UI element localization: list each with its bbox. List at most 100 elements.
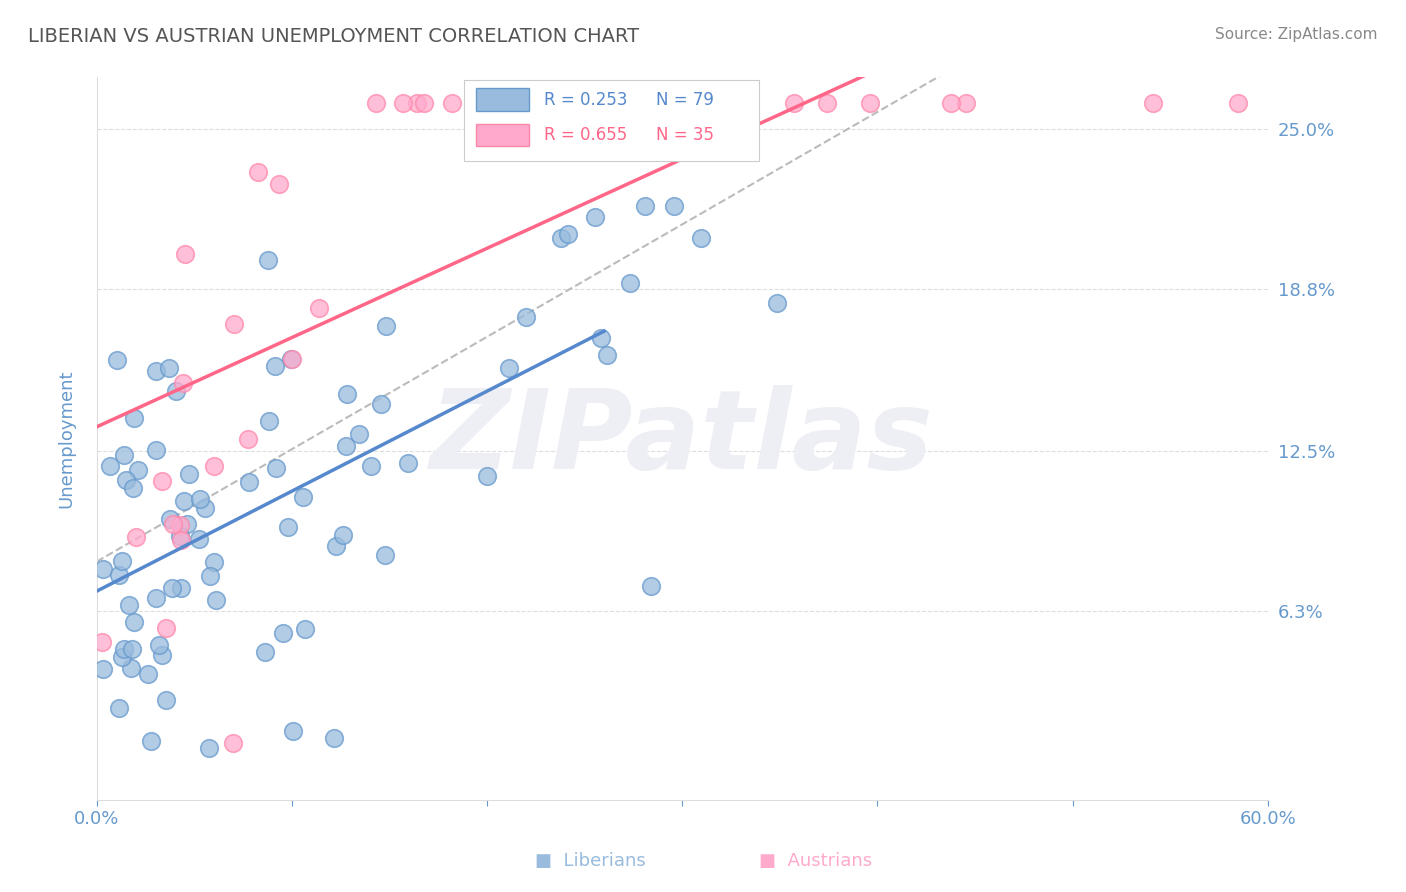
Point bbox=[859, 96, 882, 111]
Text: ■  Liberians: ■ Liberians bbox=[536, 852, 645, 870]
Point bbox=[267, 177, 290, 191]
Point bbox=[547, 96, 569, 111]
Point bbox=[114, 473, 136, 487]
Point bbox=[364, 96, 387, 111]
Point bbox=[263, 359, 285, 373]
Point bbox=[238, 475, 260, 489]
Point bbox=[121, 642, 143, 657]
Point bbox=[205, 592, 228, 607]
Point bbox=[471, 96, 494, 111]
Point bbox=[257, 252, 280, 267]
Point bbox=[766, 295, 789, 310]
Point bbox=[1142, 96, 1164, 111]
Point bbox=[955, 96, 977, 111]
Point bbox=[413, 96, 436, 111]
Point bbox=[557, 227, 579, 242]
Point bbox=[222, 318, 245, 332]
Point bbox=[172, 376, 194, 391]
Point bbox=[198, 741, 221, 756]
Point bbox=[165, 384, 187, 399]
FancyBboxPatch shape bbox=[475, 88, 529, 111]
Point bbox=[150, 648, 173, 663]
Point bbox=[148, 638, 170, 652]
Point bbox=[375, 319, 398, 334]
Point bbox=[145, 591, 167, 605]
Point bbox=[194, 500, 217, 515]
Point bbox=[136, 666, 159, 681]
Point bbox=[155, 621, 177, 635]
Text: Source: ZipAtlas.com: Source: ZipAtlas.com bbox=[1215, 27, 1378, 42]
Point bbox=[468, 96, 491, 111]
Point bbox=[664, 199, 686, 213]
Point bbox=[169, 529, 191, 543]
Point bbox=[634, 199, 657, 213]
Point bbox=[550, 231, 572, 245]
Point bbox=[160, 581, 183, 595]
Point bbox=[280, 351, 302, 366]
Point bbox=[332, 528, 354, 542]
Point bbox=[335, 439, 357, 453]
Point bbox=[107, 701, 129, 715]
Point bbox=[477, 469, 499, 483]
Point bbox=[1226, 96, 1249, 111]
Point bbox=[583, 211, 606, 225]
Point bbox=[162, 516, 184, 531]
Point bbox=[406, 96, 429, 111]
Point bbox=[536, 96, 558, 111]
Point bbox=[118, 598, 141, 612]
Point bbox=[169, 517, 191, 532]
Point bbox=[247, 164, 270, 178]
Point bbox=[157, 361, 180, 376]
Point bbox=[108, 567, 131, 582]
Point bbox=[335, 387, 357, 401]
Point bbox=[619, 277, 641, 291]
Point bbox=[690, 231, 713, 245]
Point bbox=[198, 569, 221, 583]
Point bbox=[98, 458, 121, 473]
Point bbox=[515, 310, 537, 324]
Point bbox=[93, 662, 115, 676]
Text: N = 35: N = 35 bbox=[655, 126, 714, 144]
Point bbox=[112, 641, 135, 656]
Point bbox=[498, 361, 520, 376]
Point bbox=[277, 520, 299, 534]
Point bbox=[591, 330, 613, 344]
Point bbox=[360, 458, 382, 473]
Point bbox=[111, 554, 134, 568]
Point bbox=[440, 96, 463, 111]
Point bbox=[202, 459, 225, 474]
Point bbox=[236, 433, 259, 447]
Point bbox=[596, 348, 619, 362]
Point bbox=[325, 539, 347, 553]
Point bbox=[392, 96, 415, 111]
Point bbox=[111, 650, 134, 665]
Point bbox=[173, 494, 195, 508]
FancyBboxPatch shape bbox=[475, 124, 529, 146]
Point bbox=[91, 635, 114, 649]
Point bbox=[91, 562, 114, 576]
Point bbox=[188, 532, 211, 546]
Point bbox=[170, 533, 193, 547]
Point bbox=[254, 645, 277, 659]
Point bbox=[127, 463, 149, 477]
Text: N = 79: N = 79 bbox=[655, 91, 714, 109]
Y-axis label: Unemployment: Unemployment bbox=[58, 369, 75, 508]
Point bbox=[257, 414, 280, 428]
Point bbox=[222, 736, 245, 750]
Point bbox=[308, 301, 330, 315]
Point bbox=[122, 615, 145, 629]
Text: ZIPatlas: ZIPatlas bbox=[430, 385, 934, 492]
Point bbox=[176, 517, 198, 532]
Point bbox=[322, 731, 344, 745]
Point bbox=[155, 693, 177, 707]
Point bbox=[370, 397, 392, 411]
Point bbox=[941, 96, 963, 111]
Point bbox=[783, 96, 806, 111]
Point bbox=[120, 661, 142, 675]
Point bbox=[145, 364, 167, 378]
Point bbox=[281, 352, 304, 367]
Point bbox=[815, 96, 838, 111]
Point bbox=[122, 411, 145, 425]
Point bbox=[202, 555, 225, 569]
Point bbox=[105, 353, 128, 368]
